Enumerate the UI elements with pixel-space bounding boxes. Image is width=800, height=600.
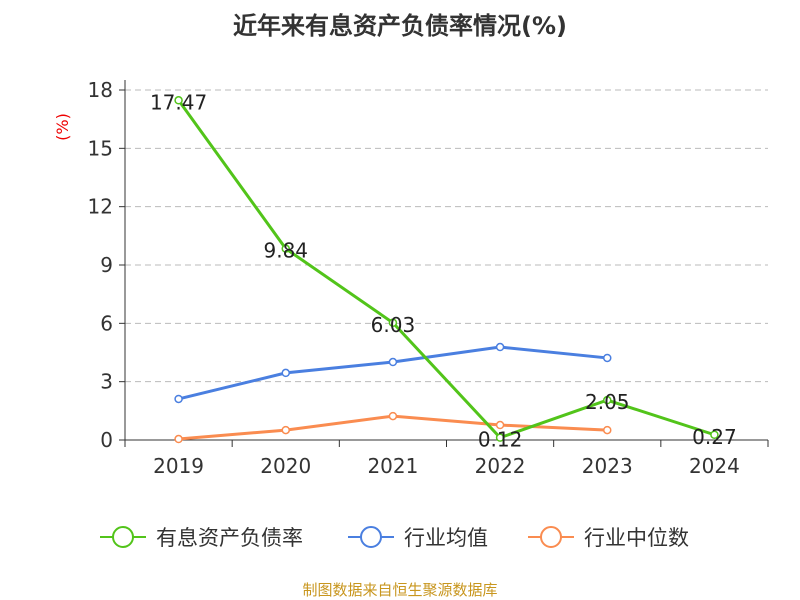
data-point [174, 96, 183, 105]
x-tick-label: 2022 [475, 454, 526, 478]
legend-label: 行业均值 [404, 526, 488, 550]
y-tick-label: 18 [88, 78, 113, 102]
data-point [495, 342, 505, 352]
data-label: 6.03 [371, 313, 416, 337]
legend-label: 有息资产负债率 [156, 526, 303, 550]
data-point [388, 357, 398, 367]
y-axis-label: (%) [53, 113, 72, 141]
series-line-0 [177, 99, 715, 440]
y-tick-label: 6 [100, 311, 113, 335]
y-tick-label: 15 [88, 136, 113, 160]
series-line-1 [178, 345, 608, 401]
x-tick-label: 2021 [367, 454, 418, 478]
data-point [495, 420, 505, 430]
source-footer: 制图数据来自恒生聚源数据库 [302, 581, 498, 599]
data-point [174, 434, 183, 444]
data-point [388, 318, 398, 327]
y-tick-label: 9 [100, 253, 113, 277]
data-point [174, 394, 183, 404]
data-label: 17.47 [150, 90, 207, 114]
data-point [710, 430, 719, 439]
data-point [603, 425, 612, 435]
x-tick-label: 2024 [689, 454, 740, 478]
data-point [603, 353, 612, 363]
x-tick-label: 2019 [153, 454, 204, 478]
data-point [281, 368, 290, 378]
y-tick-label: 0 [100, 428, 113, 452]
y-tick-label: 3 [100, 370, 113, 394]
data-point [603, 395, 612, 405]
data-label: 2.05 [585, 390, 630, 414]
x-tick-label: 2020 [260, 454, 311, 478]
data-point [281, 425, 290, 435]
data-point [281, 244, 290, 253]
data-label: 9.84 [263, 239, 308, 263]
legend-label: 行业中位数 [584, 526, 689, 550]
data-point [495, 433, 505, 442]
legend-marker [360, 526, 382, 548]
y-tick-label: 12 [88, 195, 113, 219]
data-point [388, 411, 398, 421]
chart-title: 近年来有息资产负债率情况(%) [233, 12, 567, 40]
legend-marker [112, 526, 134, 548]
legend-marker [540, 526, 562, 548]
data-label: 0.12 [478, 428, 523, 452]
data-label: 0.27 [692, 425, 737, 449]
x-tick-label: 2023 [582, 454, 633, 478]
